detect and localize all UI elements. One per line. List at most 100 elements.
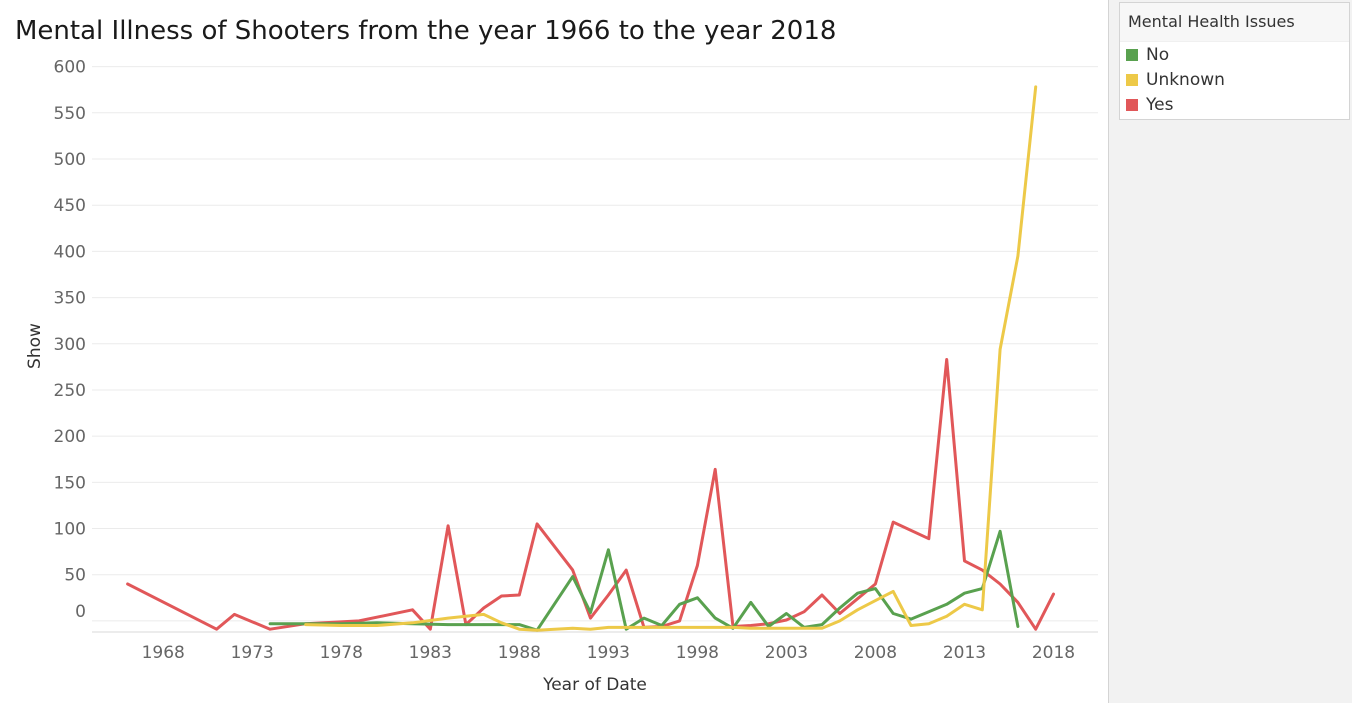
data-point-yes-1982 xyxy=(411,608,414,612)
data-point-unknown-2017 xyxy=(1034,85,1037,89)
data-point-unknown-2013 xyxy=(963,603,966,606)
data-point-unknown-1988 xyxy=(518,628,521,631)
legend-item-no[interactable]: No xyxy=(1120,42,1349,67)
legend-item-unknown[interactable]: Unknown xyxy=(1120,67,1349,92)
data-point-no-2010 xyxy=(909,617,913,621)
data-point-no-1995 xyxy=(642,616,646,620)
data-point-unknown-1982 xyxy=(411,621,414,624)
y-tick-label-50: 50 xyxy=(64,566,86,586)
y-tick-label-150: 150 xyxy=(54,473,86,493)
data-point-yes-1993 xyxy=(607,593,610,597)
data-point-no-1991 xyxy=(571,575,574,578)
data-point-yes-2007 xyxy=(856,597,859,600)
data-point-yes-2014 xyxy=(981,568,984,572)
data-point-unknown-1992 xyxy=(589,628,592,631)
x-tick-label-1973: 1973 xyxy=(231,643,274,663)
data-point-yes-2006 xyxy=(838,612,842,615)
data-point-yes-1983 xyxy=(429,628,432,631)
data-point-yes-1991 xyxy=(571,568,574,572)
x-tick-label-2018: 2018 xyxy=(1032,643,1075,663)
y-tick-label-300: 300 xyxy=(54,335,86,355)
data-point-unknown-1993 xyxy=(607,626,610,629)
data-point-no-2012 xyxy=(945,603,948,606)
x-tick-label-1968: 1968 xyxy=(142,643,185,663)
data-point-unknown-1991 xyxy=(571,627,574,630)
data-point-unknown-1997 xyxy=(678,626,681,629)
data-point-unknown-2012 xyxy=(945,615,948,618)
y-tick-label-550: 550 xyxy=(54,104,86,124)
data-point-no-2011 xyxy=(927,610,931,613)
data-point-no-1988 xyxy=(518,623,521,626)
legend-item-yes[interactable]: Yes xyxy=(1120,92,1349,117)
data-point-unknown-2007 xyxy=(856,608,859,612)
y-axis-title: Show xyxy=(25,323,45,369)
data-point-unknown-2015 xyxy=(998,348,1002,351)
data-point-unknown-1990 xyxy=(553,628,557,631)
data-point-yes-2012 xyxy=(945,358,948,361)
x-tick-label-1998: 1998 xyxy=(676,643,719,663)
data-point-yes-1974 xyxy=(268,628,272,631)
data-point-unknown-2003 xyxy=(785,627,788,630)
x-axis-title: Year of Date xyxy=(542,675,647,695)
x-tick-label-1978: 1978 xyxy=(320,643,363,663)
data-point-no-2015 xyxy=(998,530,1002,533)
data-point-unknown-2011 xyxy=(927,622,931,625)
data-point-no-1992 xyxy=(589,611,592,614)
data-point-unknown-1994 xyxy=(624,626,628,629)
data-point-yes-1986 xyxy=(482,606,485,610)
data-point-yes-2004 xyxy=(803,610,806,613)
data-point-yes-1966 xyxy=(126,582,129,586)
data-point-no-2009 xyxy=(892,612,895,615)
y-tick-label-350: 350 xyxy=(54,289,86,309)
data-point-yes-1987 xyxy=(500,594,503,598)
data-point-no-1974 xyxy=(268,622,272,625)
data-point-yes-2016 xyxy=(1016,601,1020,604)
data-point-unknown-1976 xyxy=(304,623,307,626)
data-point-no-2008 xyxy=(874,587,877,590)
data-point-yes-2003 xyxy=(785,618,788,622)
y-tick-label-0: 0 xyxy=(75,602,86,622)
data-point-yes-1979 xyxy=(357,619,361,623)
data-point-no-1984 xyxy=(446,623,450,626)
chart-pane: Mental Illness of Shooters from the year… xyxy=(15,16,1098,695)
data-point-no-2007 xyxy=(856,591,859,595)
data-point-no-2006 xyxy=(838,606,842,610)
data-point-yes-1992 xyxy=(589,616,592,620)
data-point-no-1997 xyxy=(678,603,681,606)
legend: Mental Health Issues No Unknown Yes xyxy=(1119,2,1350,120)
data-point-no-1993 xyxy=(607,548,610,551)
data-point-unknown-2009 xyxy=(892,590,895,593)
data-point-unknown-1987 xyxy=(500,621,503,624)
legend-label-unknown: Unknown xyxy=(1146,69,1225,90)
x-tick-label-2013: 2013 xyxy=(943,643,986,663)
data-point-no-2005 xyxy=(820,623,824,626)
legend-swatch-unknown xyxy=(1126,73,1138,86)
legend-label-yes: Yes xyxy=(1146,94,1174,115)
data-point-yes-1988 xyxy=(518,593,521,597)
data-point-no-2003 xyxy=(785,612,788,615)
data-point-yes-1998 xyxy=(696,564,699,567)
x-tick-label-2008: 2008 xyxy=(854,643,897,663)
data-point-unknown-2000 xyxy=(731,626,735,629)
data-point-yes-1997 xyxy=(678,619,681,623)
legend-swatch-no xyxy=(1126,48,1138,61)
data-point-no-2016 xyxy=(1016,625,1020,628)
line-chart: 0 50 100 150 200 250 300 350 400 450 500 550 600 1968… xyxy=(25,58,1098,695)
data-point-yes-2017 xyxy=(1034,628,1037,631)
data-point-unknown-1980 xyxy=(375,624,379,627)
data-point-no-2013 xyxy=(963,591,966,595)
data-point-unknown-2004 xyxy=(803,627,806,630)
data-point-yes-1999 xyxy=(713,468,717,471)
data-point-unknown-2016 xyxy=(1016,254,1020,258)
data-point-yes-2009 xyxy=(892,520,895,524)
legend-label-no: No xyxy=(1146,44,1170,65)
pane-divider xyxy=(1108,0,1109,703)
y-tick-label-400: 400 xyxy=(54,242,86,262)
data-point-unknown-2014 xyxy=(981,608,984,612)
data-point-unknown-2008 xyxy=(874,599,877,602)
data-point-unknown-1978 xyxy=(340,624,343,627)
data-point-no-1986 xyxy=(482,623,485,626)
data-point-unknown-1995 xyxy=(642,626,646,629)
data-point-yes-1994 xyxy=(624,568,628,572)
data-point-yes-2015 xyxy=(998,582,1002,586)
